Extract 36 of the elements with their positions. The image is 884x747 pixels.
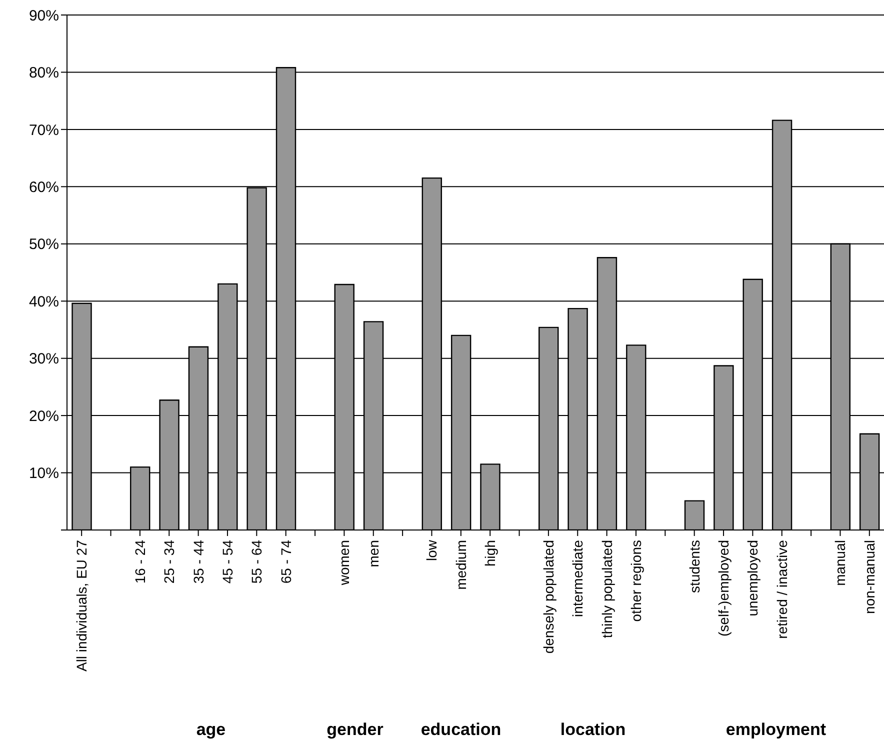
x-tick-label: thinly populated <box>598 540 615 638</box>
x-tick-label: All individuals, EU 27 <box>74 540 90 672</box>
y-tick-label: 10% <box>28 465 59 482</box>
y-tick-label: 60% <box>28 178 59 196</box>
x-tick-label: high <box>482 540 498 566</box>
x-tick-label: 35 - 44 <box>190 540 206 584</box>
x-tick-label: densely populated <box>540 540 556 654</box>
y-tick-label: 90% <box>28 7 59 24</box>
x-tick-label: low <box>424 539 440 562</box>
text: education <box>420 720 502 740</box>
x-tick-label: 45 - 54 <box>219 540 236 584</box>
x-tick-label: 65 - 74 <box>278 540 294 584</box>
x-tick-label: intermediate <box>570 540 586 618</box>
text: employment <box>724 720 828 740</box>
y-tick-label: 50% <box>28 236 59 254</box>
x-tick-label: retired / inactive <box>774 540 790 639</box>
text: location <box>559 720 627 740</box>
y-tick-label: 80% <box>28 64 59 82</box>
y-tick-label: 40% <box>28 293 59 310</box>
y-tick-label: 20% <box>28 408 59 425</box>
x-tick-label: medium <box>452 540 469 590</box>
x-tick-label: other regions <box>628 540 644 622</box>
x-tick-label: manual <box>832 540 848 586</box>
x-tick-label: (self-)employed <box>716 540 732 636</box>
text: age <box>195 720 227 740</box>
x-tick-label: non-manual <box>861 540 878 614</box>
x-tick-label: unemployed <box>744 540 761 616</box>
x-tick-label: students <box>686 540 702 593</box>
x-tick-label: men <box>365 540 382 568</box>
x-tick-label: 25 - 34 <box>161 540 178 584</box>
x-tick-label: 55 - 64 <box>248 540 265 584</box>
y-tick-label: 70% <box>28 122 59 139</box>
text: gender <box>326 720 384 740</box>
x-tick-label: 16 - 24 <box>132 540 148 584</box>
x-tick-label: women <box>336 540 352 586</box>
y-tick-label: 30% <box>28 350 59 368</box>
